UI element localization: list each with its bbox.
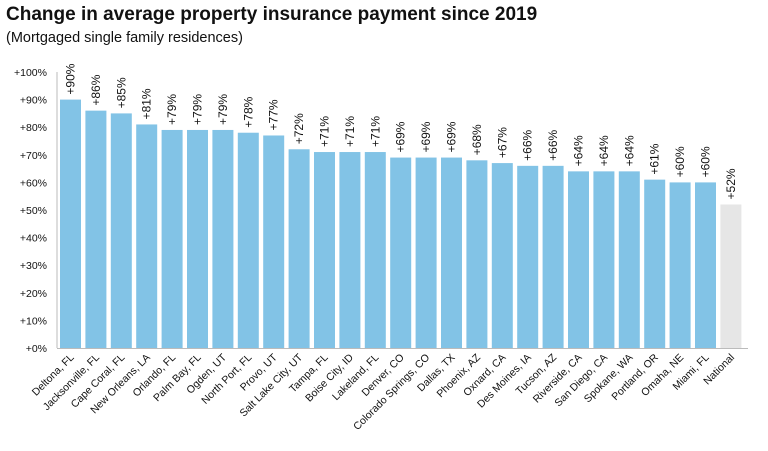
bar [339,152,361,348]
bar [390,157,412,348]
bar [593,171,615,348]
data-label: +72% [292,113,306,144]
data-label: +86% [89,74,103,105]
bar [85,110,107,348]
data-label: +69% [419,121,433,152]
data-label: +77% [267,99,281,130]
chart-title: Change in average property insurance pay… [6,4,538,25]
y-tick-label: +90% [20,95,47,107]
data-label: +67% [495,127,509,158]
chart-subtitle: (Mortgaged single family residences) [6,30,243,46]
data-label: +69% [445,121,459,152]
y-tick-label: +40% [20,233,47,245]
data-label: +66% [546,129,560,160]
data-label: +64% [622,135,636,166]
data-label: +60% [699,146,713,177]
bar [263,135,285,348]
bar [161,129,183,348]
data-label: +85% [114,77,128,108]
data-label: +61% [648,143,662,174]
bar [288,149,310,348]
data-label: +79% [165,94,179,125]
data-label: +60% [673,146,687,177]
bar [314,152,335,348]
bar [720,204,742,348]
y-tick-label: +80% [20,122,47,134]
y-tick-label: +10% [20,315,47,327]
data-label: +66% [521,129,535,160]
bar [60,99,81,348]
data-label: +69% [394,121,408,152]
bar [212,129,234,348]
data-label: +81% [140,88,154,119]
data-label: +71% [318,116,332,147]
bar [644,179,666,348]
data-label: +68% [470,124,484,155]
bar [568,171,589,348]
y-tick-label: +20% [20,288,47,300]
data-label: +79% [216,94,230,125]
data-label: +64% [572,135,586,166]
bar [466,160,488,348]
bar [187,129,208,348]
y-tick-label: +30% [20,260,47,272]
data-label: +90% [64,63,78,94]
bar [491,163,513,348]
bar [364,152,386,348]
bar [237,132,259,348]
data-label: +78% [241,96,255,127]
bar [542,165,564,348]
y-tick-label: +100% [14,67,47,79]
bar [441,157,462,348]
bar [618,171,640,348]
bar [517,165,539,348]
data-label: +71% [343,116,357,147]
data-label: +64% [597,135,611,166]
bar [695,182,716,348]
y-tick-label: +70% [20,150,47,162]
bar [136,124,158,348]
bar [110,113,132,349]
data-label: +79% [191,94,205,125]
bar [415,157,437,348]
data-label: +52% [724,168,738,199]
y-tick-label: +60% [20,177,47,189]
y-tick-label: +0% [26,343,47,355]
y-tick-label: +50% [20,205,47,217]
data-label: +71% [368,116,382,147]
bar [669,182,691,348]
